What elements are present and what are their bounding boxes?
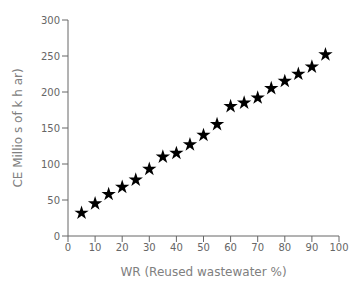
svg-text:50: 50 (197, 242, 210, 253)
svg-text:250: 250 (41, 51, 60, 62)
svg-text:300: 300 (41, 15, 60, 26)
svg-text:150: 150 (41, 123, 60, 134)
svg-text:70: 70 (251, 242, 264, 253)
svg-text:30: 30 (143, 242, 156, 253)
svg-text:50: 50 (47, 195, 60, 206)
svg-text:100: 100 (329, 242, 348, 253)
svg-text:80: 80 (278, 242, 291, 253)
svg-text:CE Millio s of k h ar): CE Millio s of k h ar) (11, 68, 25, 187)
svg-text:100: 100 (41, 159, 60, 170)
svg-text:200: 200 (41, 87, 60, 98)
svg-text:0: 0 (54, 231, 60, 242)
svg-text:0: 0 (65, 242, 71, 253)
svg-text:WR (Reused wastewater %): WR (Reused wastewater %) (120, 265, 286, 279)
svg-text:60: 60 (224, 242, 237, 253)
svg-text:20: 20 (116, 242, 129, 253)
svg-text:10: 10 (89, 242, 102, 253)
svg-text:40: 40 (170, 242, 183, 253)
svg-text:90: 90 (306, 242, 319, 253)
